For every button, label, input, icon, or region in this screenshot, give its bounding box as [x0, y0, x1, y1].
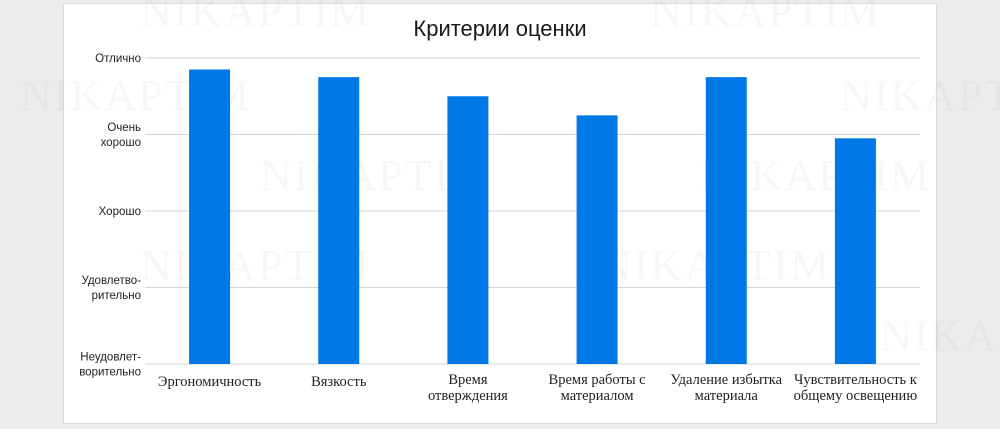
x-tick-label-3: Время работы с материалом — [549, 372, 646, 404]
y-tick-label-0: Неудовлет-ворительно — [79, 352, 141, 379]
bar-2 — [447, 96, 489, 364]
y-tick-label-2: Хорошо — [99, 206, 141, 218]
y-tick-label-3: Очень хорошо — [101, 122, 141, 149]
x-tick-label-1: Вязкость — [311, 374, 367, 390]
x-tick-label-2: Время отверждения — [428, 372, 508, 404]
bars — [189, 69, 876, 364]
y-tick-label-4: Отлично — [95, 53, 141, 65]
bar-3 — [576, 115, 618, 364]
gridlines — [145, 57, 920, 365]
x-tick-label-5: Чувствительность к общему освещению — [794, 372, 918, 404]
x-tick-label-0: Эргономичность — [158, 374, 262, 390]
x-tick-label-4: Удаление избытка материала — [670, 372, 782, 404]
x-axis-ticks: Эргономичность Вязкость Время отверждения Вр… — [158, 372, 918, 404]
chart-title: Критерии оценки — [413, 16, 587, 41]
y-tick-label-1: Удовлетво-рительно — [81, 275, 141, 302]
bar-5 — [834, 138, 876, 364]
bar-1 — [318, 77, 360, 364]
bar-0 — [189, 69, 231, 364]
y-axis-ticks: Неудовлет-ворительно Удовлетво-рительно Хо… — [79, 53, 141, 379]
bar-4 — [705, 77, 747, 364]
